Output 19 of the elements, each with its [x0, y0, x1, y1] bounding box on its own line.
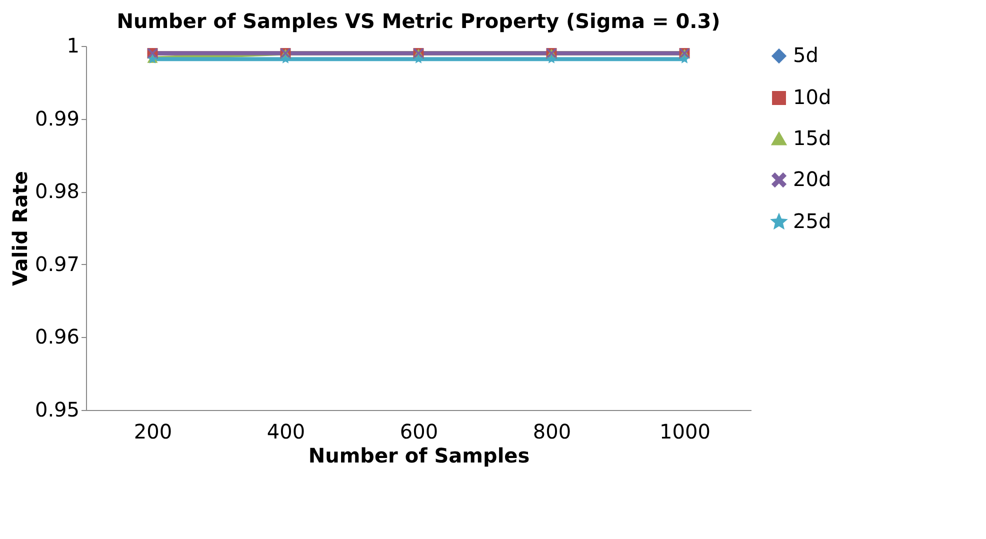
legend-label: 20d	[793, 167, 832, 191]
y-tick-label: 0.99	[34, 106, 80, 130]
y-tick-label: 1	[66, 34, 80, 58]
x-tick-label: 200	[134, 420, 172, 444]
x-tick-label: 400	[266, 420, 306, 444]
chart-title: Number of Samples VS Metric Property (Sigma = 0.3)	[116, 9, 720, 33]
y-axis-title: Valid Rate	[8, 171, 32, 286]
y-tick-label: 0.98	[34, 179, 80, 204]
legend-label: 25d	[793, 209, 832, 233]
x-axis-title: Number of Samples	[308, 444, 530, 468]
x-tick-label: 1000	[660, 420, 710, 444]
y-tick-label: 0.97	[34, 252, 80, 276]
legend-label: 10d	[793, 85, 832, 109]
y-tick-label: 0.96	[34, 324, 80, 349]
legend-label: 5d	[793, 43, 818, 67]
x-tick-label: 800	[532, 420, 572, 444]
legend-label: 15d	[793, 126, 832, 150]
y-tick-label: 0.95	[34, 398, 80, 422]
x-tick-label: 600	[400, 420, 438, 444]
